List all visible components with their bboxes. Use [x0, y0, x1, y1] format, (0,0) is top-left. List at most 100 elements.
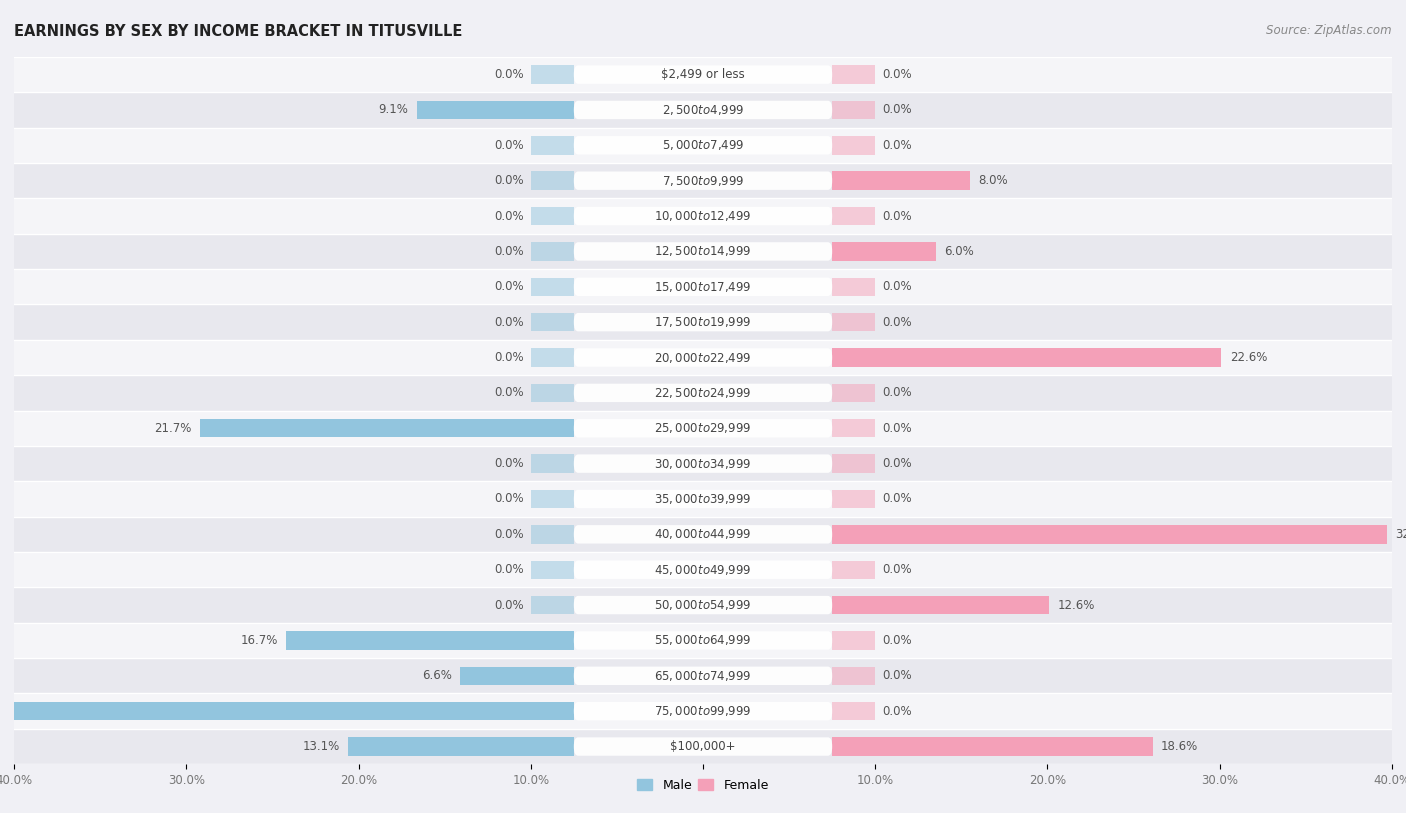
Text: $30,000 to $34,999: $30,000 to $34,999 — [654, 457, 752, 471]
Text: Source: ZipAtlas.com: Source: ZipAtlas.com — [1267, 24, 1392, 37]
Text: 0.0%: 0.0% — [495, 210, 524, 223]
Text: 0.0%: 0.0% — [495, 457, 524, 470]
Bar — [531, 242, 574, 261]
Bar — [832, 348, 1222, 367]
Bar — [14, 587, 1392, 623]
Bar — [14, 729, 1392, 764]
Bar — [531, 65, 574, 84]
Text: 0.0%: 0.0% — [882, 103, 911, 116]
Text: $35,000 to $39,999: $35,000 to $39,999 — [654, 492, 752, 506]
Text: 0.0%: 0.0% — [495, 598, 524, 611]
Text: 8.0%: 8.0% — [979, 174, 1008, 187]
Bar — [14, 340, 1392, 375]
Bar — [14, 304, 1392, 340]
Bar — [531, 489, 574, 508]
Bar — [832, 525, 1386, 544]
FancyBboxPatch shape — [574, 419, 832, 437]
Bar — [531, 172, 574, 190]
Bar — [531, 525, 574, 544]
Text: 32.2%: 32.2% — [1395, 528, 1406, 541]
Bar — [14, 163, 1392, 198]
FancyBboxPatch shape — [574, 136, 832, 154]
Bar — [14, 92, 1392, 128]
Bar — [832, 384, 875, 402]
Text: 0.0%: 0.0% — [495, 139, 524, 152]
Bar — [832, 702, 875, 720]
Text: 0.0%: 0.0% — [495, 386, 524, 399]
Text: $17,500 to $19,999: $17,500 to $19,999 — [654, 315, 752, 329]
FancyBboxPatch shape — [574, 242, 832, 261]
Text: 0.0%: 0.0% — [882, 315, 911, 328]
Bar — [832, 560, 875, 579]
FancyBboxPatch shape — [574, 348, 832, 367]
Bar — [832, 454, 875, 473]
Text: $2,500 to $4,999: $2,500 to $4,999 — [662, 103, 744, 117]
Text: 16.7%: 16.7% — [240, 634, 277, 647]
Text: 0.0%: 0.0% — [495, 563, 524, 576]
FancyBboxPatch shape — [574, 737, 832, 756]
Bar — [14, 128, 1392, 163]
Bar — [832, 277, 875, 296]
Bar — [531, 384, 574, 402]
Text: $7,500 to $9,999: $7,500 to $9,999 — [662, 174, 744, 188]
Text: 0.0%: 0.0% — [882, 139, 911, 152]
Bar — [8, 702, 574, 720]
Text: $45,000 to $49,999: $45,000 to $49,999 — [654, 563, 752, 576]
FancyBboxPatch shape — [574, 384, 832, 402]
Text: 6.6%: 6.6% — [422, 669, 451, 682]
Text: 0.0%: 0.0% — [882, 634, 911, 647]
Text: 0.0%: 0.0% — [495, 68, 524, 81]
Legend: Male, Female: Male, Female — [633, 774, 773, 797]
Text: $20,000 to $22,499: $20,000 to $22,499 — [654, 350, 752, 364]
Bar — [14, 269, 1392, 304]
FancyBboxPatch shape — [574, 454, 832, 473]
Text: $50,000 to $54,999: $50,000 to $54,999 — [654, 598, 752, 612]
Bar — [418, 101, 574, 120]
Bar — [832, 667, 875, 685]
Bar — [531, 348, 574, 367]
Text: $2,499 or less: $2,499 or less — [661, 68, 745, 81]
Bar — [14, 481, 1392, 517]
Bar — [531, 454, 574, 473]
Text: 18.6%: 18.6% — [1161, 740, 1198, 753]
Bar — [14, 659, 1392, 693]
Text: $22,500 to $24,999: $22,500 to $24,999 — [654, 386, 752, 400]
FancyBboxPatch shape — [574, 101, 832, 120]
Text: 0.0%: 0.0% — [882, 280, 911, 293]
Text: 0.0%: 0.0% — [882, 669, 911, 682]
Bar — [832, 242, 935, 261]
Bar — [14, 233, 1392, 269]
Bar — [287, 631, 574, 650]
Text: $12,500 to $14,999: $12,500 to $14,999 — [654, 245, 752, 259]
Text: 13.1%: 13.1% — [302, 740, 340, 753]
Text: 6.0%: 6.0% — [945, 245, 974, 258]
Text: 0.0%: 0.0% — [495, 280, 524, 293]
FancyBboxPatch shape — [574, 667, 832, 685]
Bar — [14, 693, 1392, 729]
Bar — [832, 419, 875, 437]
Bar — [349, 737, 574, 756]
Text: 0.0%: 0.0% — [882, 457, 911, 470]
Bar — [531, 207, 574, 225]
Text: 0.0%: 0.0% — [882, 210, 911, 223]
Text: $10,000 to $12,499: $10,000 to $12,499 — [654, 209, 752, 223]
FancyBboxPatch shape — [574, 207, 832, 225]
FancyBboxPatch shape — [574, 596, 832, 615]
Bar — [531, 560, 574, 579]
Text: 0.0%: 0.0% — [495, 174, 524, 187]
Text: $65,000 to $74,999: $65,000 to $74,999 — [654, 669, 752, 683]
Text: 9.1%: 9.1% — [378, 103, 409, 116]
Text: 0.0%: 0.0% — [495, 315, 524, 328]
Text: 12.6%: 12.6% — [1057, 598, 1095, 611]
Bar — [832, 631, 875, 650]
Text: $15,000 to $17,499: $15,000 to $17,499 — [654, 280, 752, 293]
Bar — [14, 198, 1392, 233]
Text: 0.0%: 0.0% — [882, 386, 911, 399]
FancyBboxPatch shape — [574, 631, 832, 650]
Text: 0.0%: 0.0% — [495, 245, 524, 258]
Text: $55,000 to $64,999: $55,000 to $64,999 — [654, 633, 752, 647]
Bar — [832, 136, 875, 154]
Text: $25,000 to $29,999: $25,000 to $29,999 — [654, 421, 752, 435]
Bar — [832, 207, 875, 225]
FancyBboxPatch shape — [574, 172, 832, 190]
